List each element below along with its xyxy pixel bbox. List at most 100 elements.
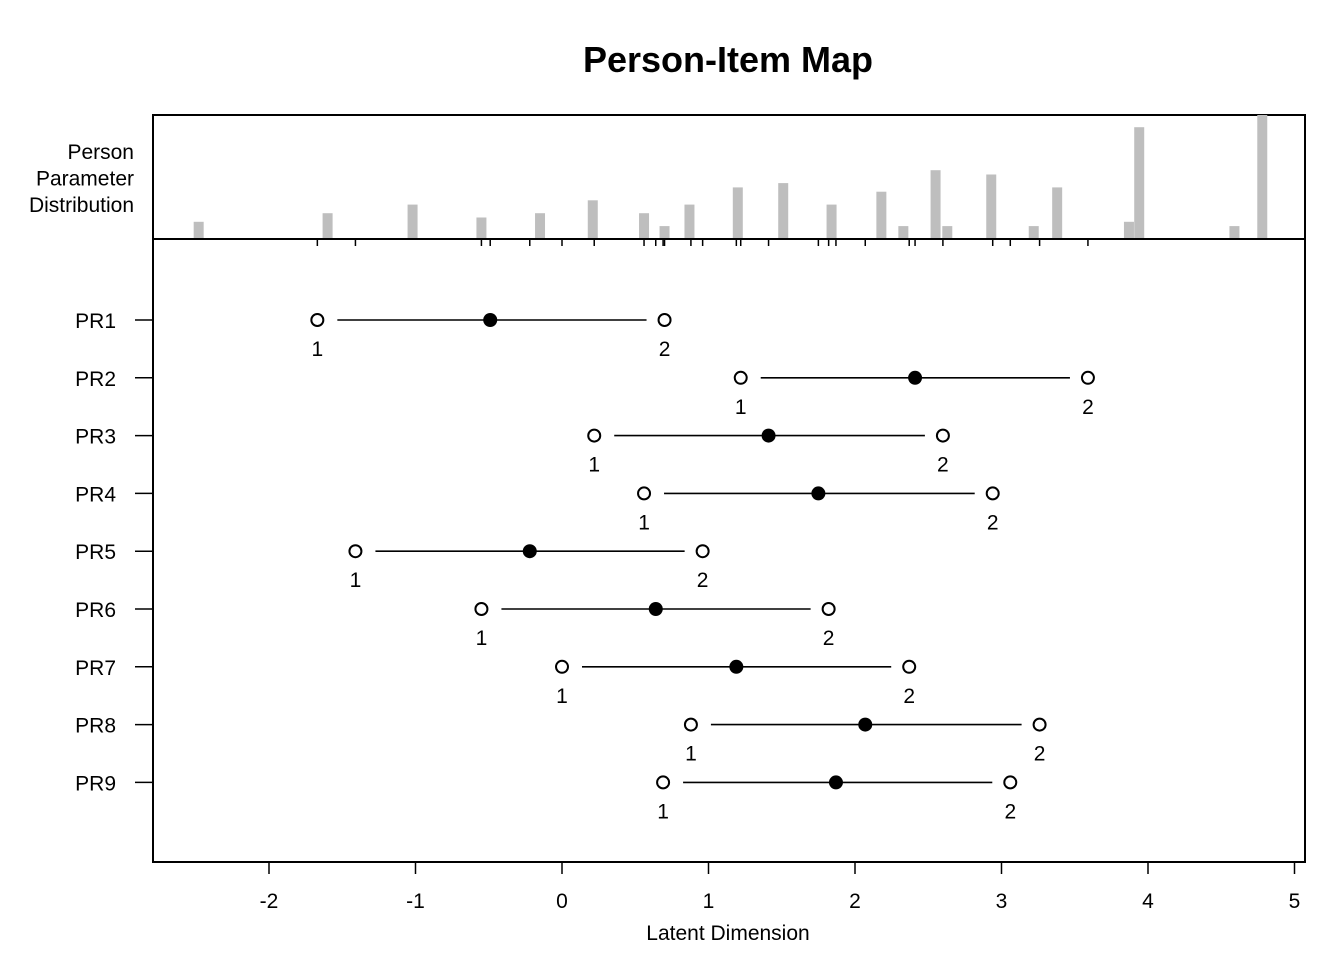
x-axis: -2 -1 0 1 2 3 4 5 <box>260 861 1301 913</box>
item-location-point <box>522 544 537 559</box>
threshold-label: 1 <box>556 685 568 708</box>
threshold-label: 1 <box>350 569 362 592</box>
threshold-label: 1 <box>685 743 697 766</box>
item-map-panel: PR1 1 2 PR2 1 2 PR3 1 2 PR4 1 2 PR5 1 2 PR6 1 2 PR7 1 2 PR8 1 2… <box>75 239 1306 863</box>
item-label: PR6 <box>75 599 116 622</box>
threshold-label: 2 <box>987 511 999 534</box>
distribution-bar <box>876 191 887 239</box>
item-location-point <box>828 775 843 790</box>
item-row: PR3 1 2 <box>75 426 950 477</box>
distribution-bar <box>1123 221 1134 239</box>
x-tick-label: -2 <box>260 890 279 913</box>
item-label: PR9 <box>75 772 116 795</box>
item-label: PR4 <box>75 483 116 506</box>
threshold-point <box>310 313 325 327</box>
distribution-bar <box>535 213 546 239</box>
distribution-bar <box>942 226 953 239</box>
x-tick-label: -1 <box>406 890 425 913</box>
threshold-label: 1 <box>476 627 488 650</box>
item-map-frame <box>152 239 1306 863</box>
item-label: PR3 <box>75 426 116 449</box>
panel-label-line: Parameter <box>36 168 134 191</box>
distribution-bar <box>639 213 650 239</box>
distribution-bar <box>684 204 695 239</box>
threshold-label: 2 <box>903 685 915 708</box>
x-tick-label: 5 <box>1289 890 1301 913</box>
distribution-bar <box>778 183 789 239</box>
threshold-label: 1 <box>588 454 600 477</box>
panel-label-line: Person <box>67 141 134 164</box>
panel-label-line: Distribution <box>29 194 134 217</box>
item-label: PR2 <box>75 368 116 391</box>
threshold-point <box>821 602 836 616</box>
item-location-point <box>908 370 923 385</box>
threshold-label: 2 <box>1004 800 1016 823</box>
person-distribution-panel <box>152 114 1306 246</box>
distribution-bar <box>407 204 418 239</box>
item-label: PR7 <box>75 657 116 680</box>
distribution-bar <box>826 204 837 239</box>
panel-label: Person Parameter Distribution <box>29 141 134 217</box>
x-tick-label: 3 <box>996 890 1008 913</box>
item-label: PR5 <box>75 541 116 564</box>
threshold-label: 2 <box>1034 743 1046 766</box>
threshold-point <box>695 544 710 559</box>
item-location-point <box>483 313 498 327</box>
x-tick-label: 2 <box>849 890 861 913</box>
distribution-bar <box>1257 115 1268 239</box>
x-tick-label: 1 <box>703 890 715 913</box>
distribution-bar <box>193 221 204 239</box>
threshold-point <box>902 659 917 674</box>
threshold-point <box>935 428 950 443</box>
distribution-bar <box>1229 226 1240 239</box>
distribution-bar <box>587 200 598 239</box>
threshold-label: 2 <box>1082 396 1094 419</box>
item-label: PR8 <box>75 715 116 738</box>
item-row: PR9 1 2 <box>75 772 1018 823</box>
distribution-bar <box>898 226 909 239</box>
threshold-point <box>985 486 1000 501</box>
x-tick-label: 4 <box>1142 890 1154 913</box>
item-location-point <box>811 486 826 501</box>
threshold-label: 1 <box>735 396 747 419</box>
item-row: PR4 1 2 <box>75 483 1000 534</box>
distribution-bar <box>986 174 997 239</box>
threshold-label: 2 <box>697 569 709 592</box>
item-row: PR8 1 2 <box>75 715 1047 766</box>
item-row: PR2 1 2 <box>75 368 1095 419</box>
threshold-point <box>683 717 698 732</box>
item-row: PR5 1 2 <box>75 541 710 592</box>
chart-title: Person-Item Map <box>583 39 873 80</box>
x-tick-label: 0 <box>556 890 568 913</box>
item-location-point <box>729 659 744 674</box>
item-location-point <box>761 428 776 443</box>
threshold-point <box>348 544 363 559</box>
distribution-bar <box>322 213 333 239</box>
threshold-point <box>555 659 569 674</box>
item-row: PR7 1 2 <box>75 657 917 708</box>
threshold-label: 2 <box>937 454 949 477</box>
threshold-point <box>733 370 748 385</box>
distribution-bar <box>476 217 487 239</box>
distribution-bar <box>930 170 941 239</box>
item-location-point <box>648 602 663 616</box>
distribution-bar <box>1028 226 1039 239</box>
threshold-label: 1 <box>312 338 324 361</box>
threshold-label: 2 <box>659 338 671 361</box>
threshold-point <box>1080 370 1095 385</box>
threshold-point <box>1032 717 1047 732</box>
threshold-point <box>656 775 671 790</box>
item-location-point <box>858 717 873 732</box>
x-axis-label: Latent Dimension <box>646 922 809 945</box>
item-label: PR1 <box>75 310 116 333</box>
threshold-label: 2 <box>823 627 835 650</box>
threshold-label: 1 <box>657 800 669 823</box>
threshold-label: 1 <box>638 511 650 534</box>
item-row: PR6 1 2 <box>75 599 836 650</box>
item-row: PR1 1 2 <box>75 310 672 361</box>
distribution-bar <box>732 187 743 239</box>
threshold-point <box>474 602 489 616</box>
distribution-bar <box>1052 187 1063 239</box>
threshold-point <box>657 313 672 327</box>
threshold-point <box>1003 775 1018 790</box>
